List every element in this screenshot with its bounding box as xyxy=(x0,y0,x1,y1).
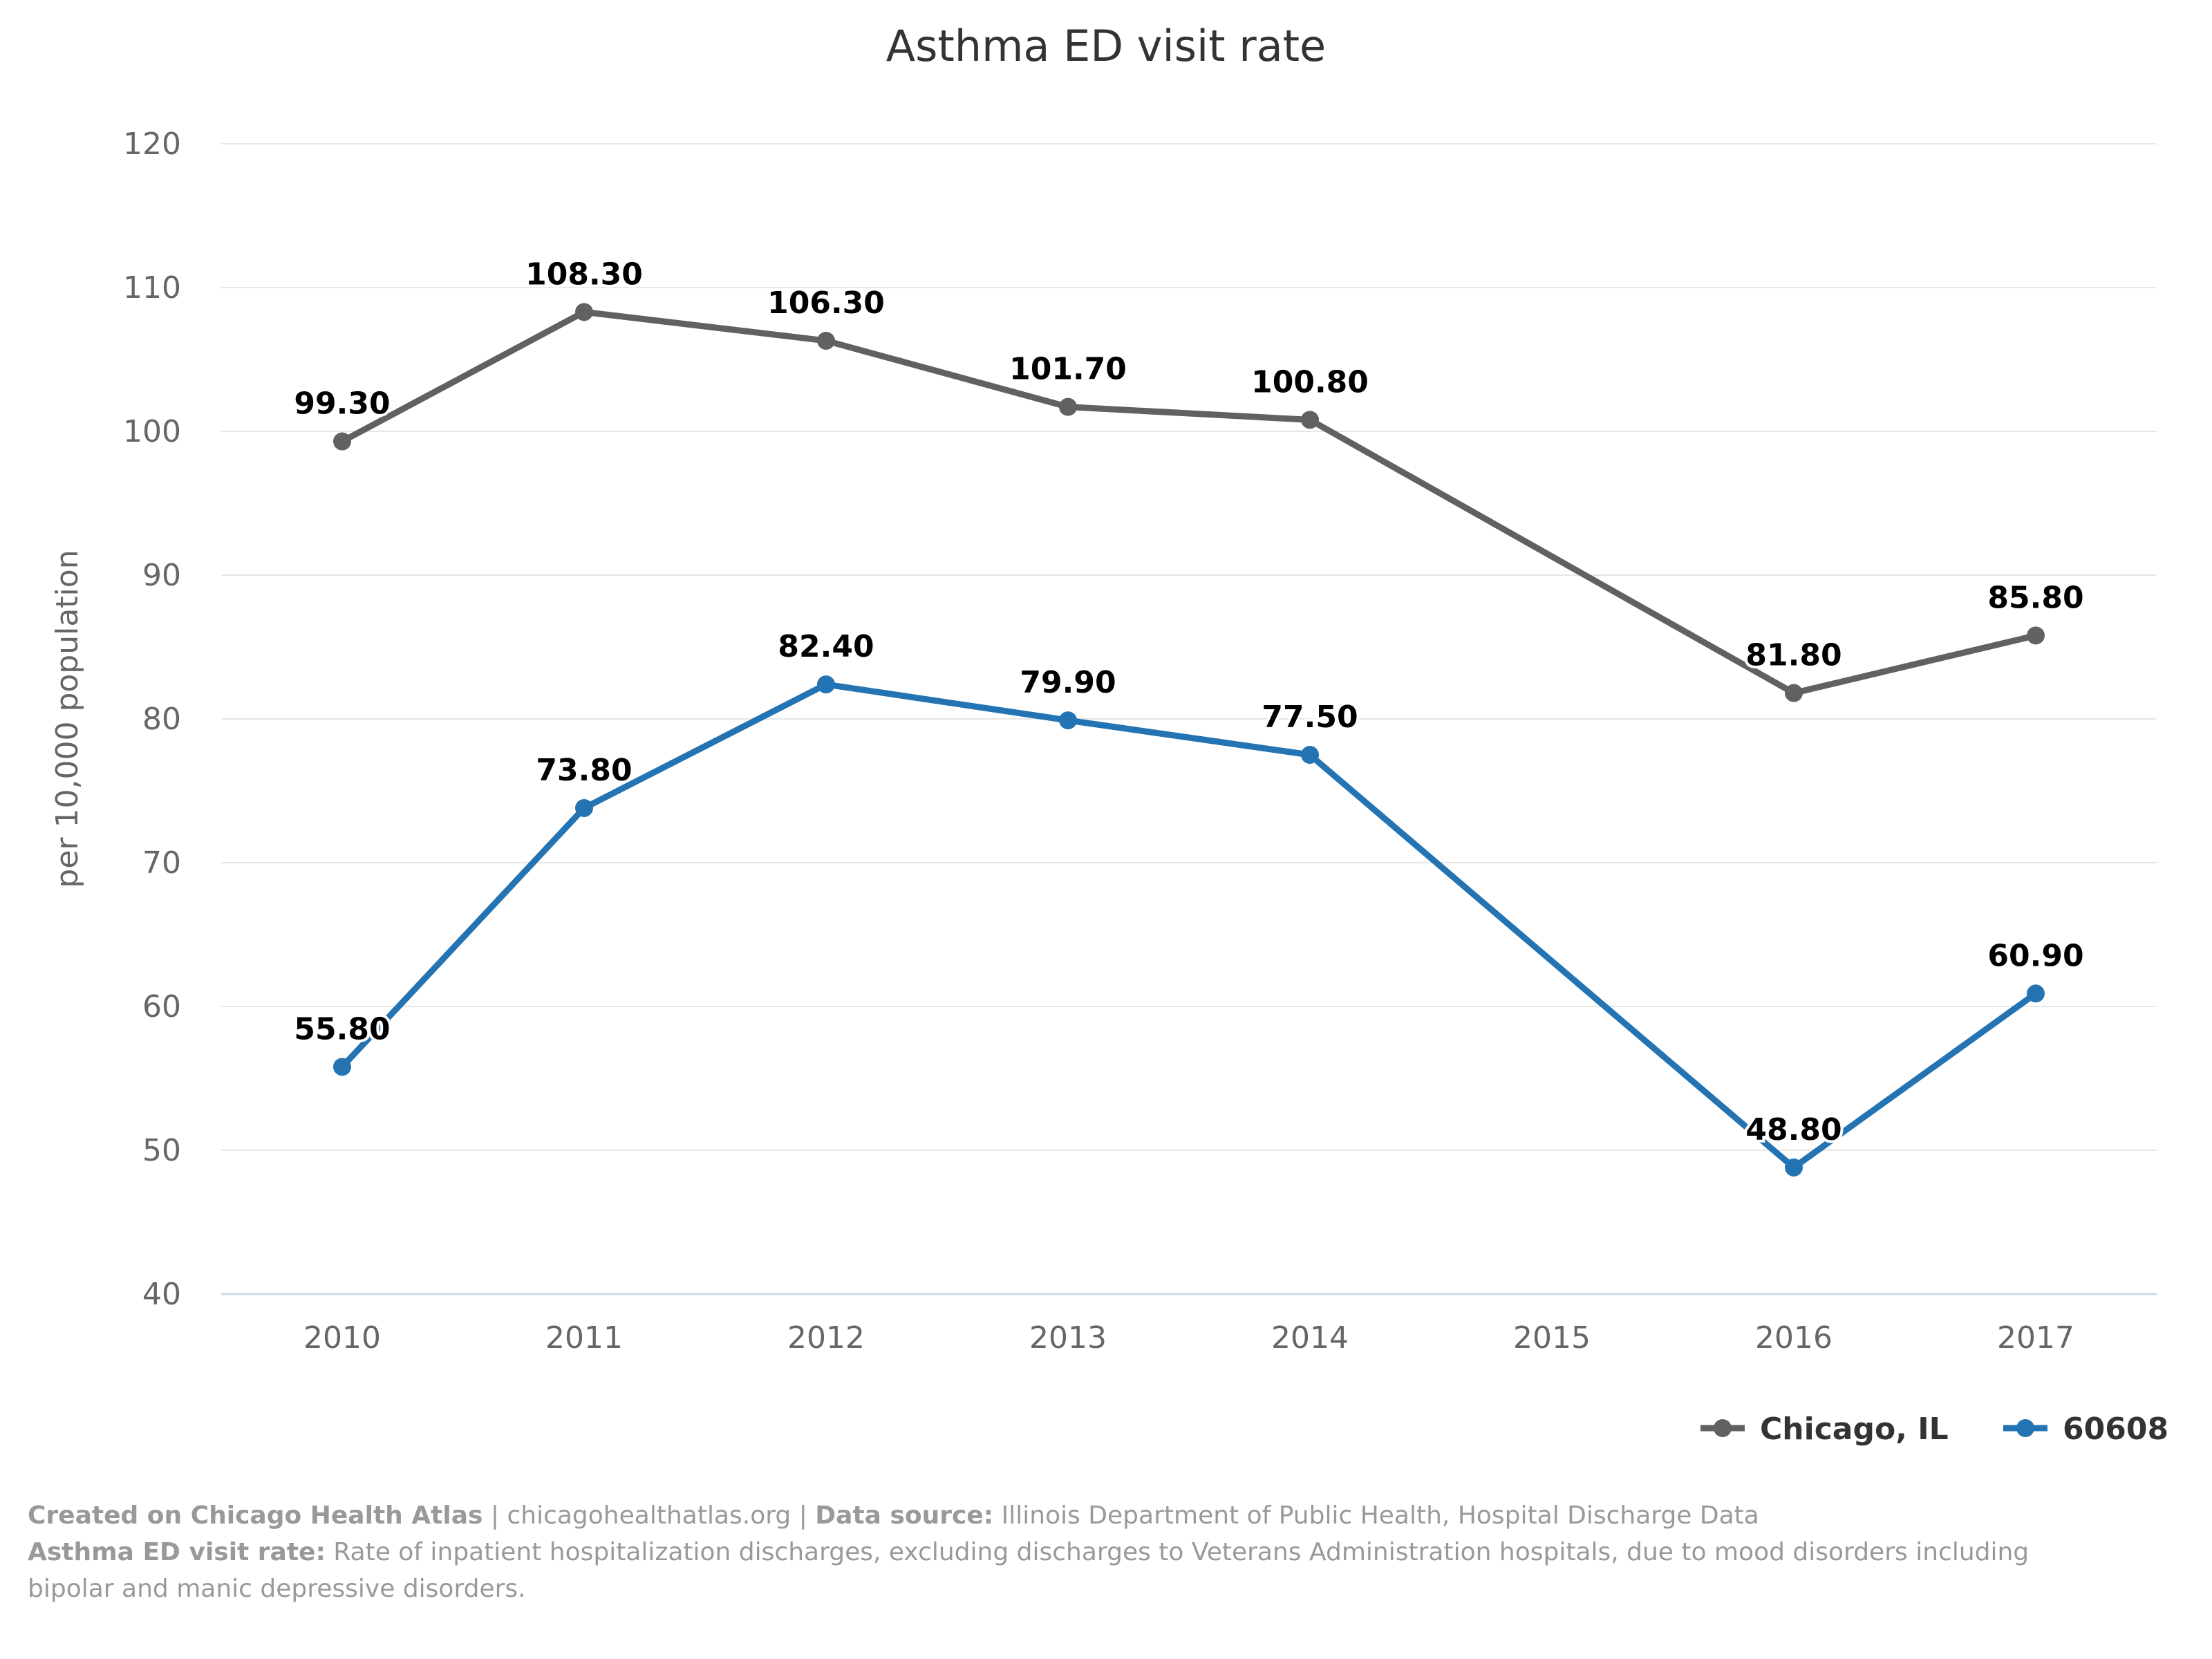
y-tick-labels: 40 50 60 70 80 90 100 110 120 xyxy=(123,126,181,1312)
x-tick-label: 2012 xyxy=(787,1320,865,1356)
y-tick-label: 60 xyxy=(142,989,181,1024)
y-axis-label: per 10,000 population xyxy=(50,550,85,888)
y-tick-label: 100 xyxy=(123,414,181,449)
x-tick-label: 2014 xyxy=(1271,1320,1349,1356)
data-label: 85.80 xyxy=(1987,580,2083,615)
data-point xyxy=(817,675,835,694)
data-label: 60.90 xyxy=(1987,938,2083,973)
legend-marker xyxy=(1714,1419,1732,1437)
data-label: 73.80 xyxy=(536,753,632,788)
x-tick-labels: 2010 2011 2012 2013 2014 2015 2016 2017 xyxy=(303,1320,2074,1356)
legend-label[interactable]: Chicago, IL xyxy=(1760,1412,1949,1447)
y-tick-label: 50 xyxy=(142,1133,181,1168)
data-label: 99.30 xyxy=(294,386,390,422)
data-label: 100.80 xyxy=(1251,364,1369,400)
y-tick-label: 120 xyxy=(123,126,181,162)
data-label: 77.50 xyxy=(1262,700,1358,735)
footer-site: | chicagohealthatlas.org | xyxy=(482,1501,816,1530)
y-tick-label: 90 xyxy=(142,558,181,593)
y-tick-label: 80 xyxy=(142,702,181,737)
footer-source: Illinois Department of Public Health, Ho… xyxy=(993,1501,1759,1530)
data-label: 81.80 xyxy=(1745,638,1841,673)
data-point xyxy=(1059,711,1077,730)
data-point xyxy=(575,798,593,817)
chart-title: Asthma ED visit rate xyxy=(886,21,1326,71)
data-label: 82.40 xyxy=(778,629,874,664)
x-tick-label: 2011 xyxy=(545,1320,623,1356)
x-tick-label: 2015 xyxy=(1513,1320,1591,1356)
data-point xyxy=(1301,411,1319,429)
data-point xyxy=(1785,1158,1803,1177)
footer-definition: Rate of inpatient hospitalization discha… xyxy=(28,1538,2030,1603)
x-tick-label: 2013 xyxy=(1029,1320,1107,1356)
y-tick-label: 70 xyxy=(142,845,181,881)
footer-definition-label: Asthma ED visit rate: xyxy=(28,1538,326,1566)
data-label: 48.80 xyxy=(1745,1112,1841,1147)
gridlines xyxy=(221,143,2157,1295)
data-label: 101.70 xyxy=(1009,352,1127,387)
footer-line-1: Created on Chicago Health Atlas | chicag… xyxy=(28,1497,2032,1534)
data-label: 79.90 xyxy=(1020,665,1116,700)
data-point xyxy=(1785,684,1803,702)
data-point xyxy=(2027,984,2045,1003)
footer-line-2: Asthma ED visit rate: Rate of inpatient … xyxy=(28,1534,2032,1607)
data-label: 108.30 xyxy=(525,256,643,292)
data-labels: 99.30 108.30 106.30 101.70 100.80 81.80 85.80 5… xyxy=(291,254,2086,1150)
x-tick-label: 2010 xyxy=(303,1320,381,1356)
series-points xyxy=(333,303,2045,1177)
x-tick-label: 2017 xyxy=(1997,1320,2074,1356)
chart-footer: Created on Chicago Health Atlas | chicag… xyxy=(28,1497,2032,1607)
y-tick-label: 40 xyxy=(142,1277,181,1312)
footer-credit: Created on Chicago Health Atlas xyxy=(28,1501,483,1530)
x-tick-label: 2016 xyxy=(1755,1320,1833,1356)
legend: Chicago, IL 60608 xyxy=(1700,1412,2168,1447)
series-line xyxy=(339,308,2039,697)
data-point xyxy=(575,303,593,321)
data-point xyxy=(2027,626,2045,645)
data-point xyxy=(817,331,835,350)
data-label: 55.80 xyxy=(294,1011,390,1047)
footer-source-label: Data source: xyxy=(815,1501,994,1530)
data-point xyxy=(333,1058,351,1076)
data-label: 106.30 xyxy=(767,285,885,321)
y-tick-label: 110 xyxy=(123,270,181,306)
data-point xyxy=(1059,397,1077,416)
data-point xyxy=(1301,746,1319,764)
legend-marker xyxy=(2016,1419,2034,1437)
data-point xyxy=(333,432,351,451)
series-lines xyxy=(339,308,2039,1171)
legend-label[interactable]: 60608 xyxy=(2063,1412,2168,1447)
